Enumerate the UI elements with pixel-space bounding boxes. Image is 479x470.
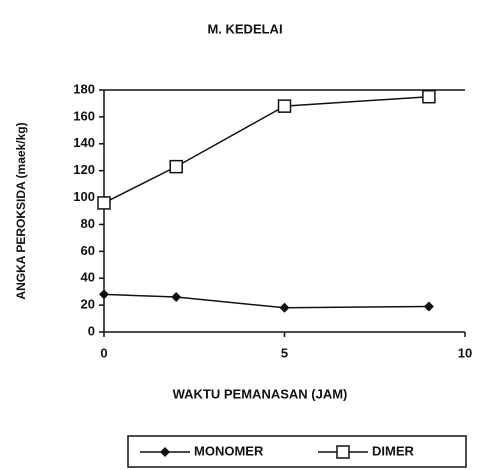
point xyxy=(280,303,290,313)
point xyxy=(279,100,291,112)
y-tick-label: 180 xyxy=(73,81,95,96)
point xyxy=(171,292,181,302)
point xyxy=(98,197,110,209)
point xyxy=(424,301,434,311)
x-tick-label: 0 xyxy=(100,345,107,360)
x-tick-label: 10 xyxy=(458,345,472,360)
chart: M. KEDELAI WAKTU PEMANASAN (JAM) ANGKA P… xyxy=(0,0,479,470)
x-tick-label: 5 xyxy=(281,345,288,360)
y-tick-label: 120 xyxy=(73,162,95,177)
y-tick-label: 160 xyxy=(73,108,95,123)
y-tick-label: 20 xyxy=(81,297,95,312)
series-line xyxy=(104,294,429,307)
point xyxy=(423,91,435,103)
legend-marker xyxy=(160,447,170,457)
chart-title: M. KEDELAI xyxy=(207,21,282,36)
y-tick-label: 60 xyxy=(81,243,95,258)
point xyxy=(99,289,109,299)
y-tick-label: 0 xyxy=(88,323,95,338)
point xyxy=(170,161,182,173)
legend-label: DIMER xyxy=(372,443,415,458)
series-line xyxy=(104,97,429,203)
legend-label: MONOMER xyxy=(194,443,264,458)
y-axis-label: ANGKA PEROKSIDA (maek/kg) xyxy=(14,122,28,299)
y-tick-label: 80 xyxy=(81,216,95,231)
y-tick-label: 100 xyxy=(73,189,95,204)
y-tick-label: 140 xyxy=(73,135,95,150)
legend-marker xyxy=(337,446,349,458)
x-axis-label: WAKTU PEMANASAN (JAM) xyxy=(173,386,348,401)
y-tick-label: 40 xyxy=(81,270,95,285)
